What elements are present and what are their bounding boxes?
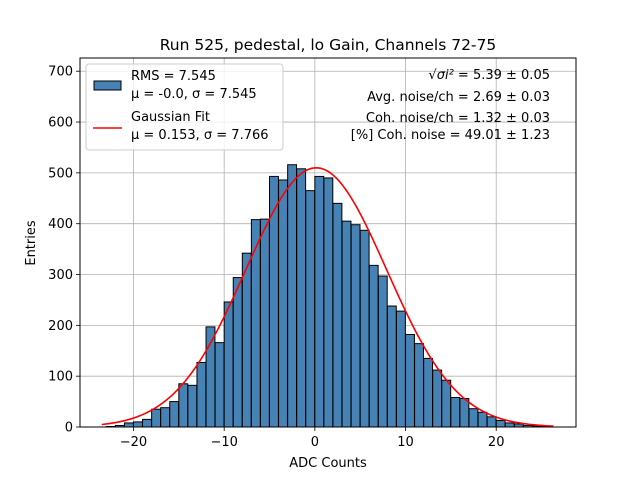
annotation-coh-noise-percent: [%] Coh. noise = 49.01 ± 1.23 xyxy=(351,128,550,143)
histogram-bar xyxy=(450,397,461,428)
histogram-bar xyxy=(368,264,379,428)
y-tick-label: 100 xyxy=(48,370,73,385)
annotation-sigma-symbol: σi² xyxy=(437,68,454,83)
legend-histogram-swatch xyxy=(93,80,122,91)
histogram-bar xyxy=(395,310,406,428)
histogram-bar xyxy=(151,408,162,428)
histogram-bar xyxy=(314,175,325,428)
legend-histogram-label: RMS = 7.545 xyxy=(131,69,216,84)
histogram-bar xyxy=(495,419,506,428)
histogram-bar xyxy=(432,369,443,428)
legend-box xyxy=(85,63,284,151)
histogram-bar xyxy=(414,343,424,428)
histogram-bar xyxy=(250,219,261,428)
y-tick-label: 400 xyxy=(48,217,73,232)
annotation-coh-noise: Coh. noise/ch = 1.32 ± 0.03 xyxy=(366,111,550,126)
annotation-avg-noise: Avg. noise/ch = 2.69 ± 0.03 xyxy=(367,90,550,105)
histogram-bar xyxy=(269,175,279,428)
annotation-sqrt-sign: √ xyxy=(428,68,437,83)
histogram-bar xyxy=(232,277,243,428)
histogram-bar xyxy=(169,401,180,428)
y-tick-label: 500 xyxy=(48,166,73,181)
histogram-bar xyxy=(486,416,497,428)
histogram-bar xyxy=(305,190,316,428)
legend-fit-stats: μ = 0.153, σ = 7.766 xyxy=(131,128,269,143)
histogram-bar xyxy=(123,422,134,428)
histogram-bar xyxy=(504,422,515,428)
annotation-sigma-value: = 5.39 ± 0.05 xyxy=(454,68,550,83)
histogram-bar xyxy=(341,220,352,428)
histogram-bar xyxy=(132,421,143,428)
x-axis-label: ADC Counts xyxy=(289,456,367,471)
histogram-bar xyxy=(332,202,343,428)
histogram-bar xyxy=(196,361,207,428)
y-axis-ticks: 0 100 200 300 400 500 600 700 xyxy=(48,65,80,436)
histogram-bar xyxy=(359,229,370,428)
y-tick-label: 700 xyxy=(48,65,73,80)
legend-histogram-stats: μ = -0.0, σ = 7.545 xyxy=(131,87,257,102)
histogram-bar xyxy=(459,398,470,428)
histogram-bar xyxy=(259,218,270,428)
histogram-bar xyxy=(214,342,225,428)
y-tick-label: 0 xyxy=(65,421,73,436)
histogram-bar xyxy=(178,383,189,428)
histogram-bar xyxy=(477,411,488,428)
y-tick-label: 600 xyxy=(48,116,73,131)
x-axis-ticks: −20 −10 0 10 20 xyxy=(120,427,505,450)
y-tick-label: 300 xyxy=(48,268,73,283)
annotation-sigma: √σi² = 5.39 ± 0.05 xyxy=(428,68,550,83)
histogram-bar xyxy=(223,301,234,428)
gaussian-fit-line xyxy=(101,166,554,427)
x-tick-label: 0 xyxy=(311,435,319,450)
legend-fit-label: Gaussian Fit xyxy=(131,110,210,125)
histogram-bar xyxy=(350,224,361,428)
histogram-bar xyxy=(142,418,152,428)
histogram-bar xyxy=(468,408,479,428)
gaussian-fit xyxy=(101,166,554,427)
histogram-bar xyxy=(423,357,434,428)
histogram-bar xyxy=(296,168,307,428)
chart-title: Run 525, pedestal, lo Gain, Channels 72-… xyxy=(160,36,497,54)
x-tick-label: −20 xyxy=(120,435,147,450)
histogram-bars xyxy=(105,164,551,428)
histogram-bar xyxy=(287,164,298,428)
histogram-bar xyxy=(441,379,452,428)
noise-annotations: √σi² = 5.39 ± 0.05 Avg. noise/ch = 2.69 … xyxy=(351,68,550,143)
plot-frame xyxy=(79,57,577,428)
x-tick-label: −10 xyxy=(210,435,237,450)
histogram-bar xyxy=(323,177,334,428)
histogram-bar xyxy=(377,275,388,428)
y-axis-label: Entries xyxy=(24,220,39,266)
histogram-bar xyxy=(278,179,288,428)
y-tick-label: 200 xyxy=(48,319,73,334)
histogram-bar xyxy=(160,407,171,428)
histogram-bar xyxy=(241,252,252,428)
histogram-bar xyxy=(187,384,198,428)
histogram-bar xyxy=(386,305,397,428)
x-tick-label: 20 xyxy=(488,435,505,450)
histogram-bar xyxy=(405,333,415,428)
x-tick-label: 10 xyxy=(397,435,414,450)
legend: RMS = 7.545 μ = -0.0, σ = 7.545 Gaussian… xyxy=(85,63,284,151)
